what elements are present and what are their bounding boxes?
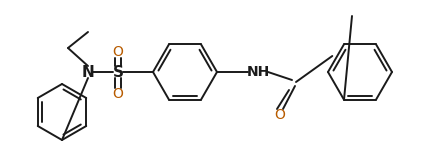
Text: O: O	[112, 87, 123, 101]
Text: N: N	[81, 65, 94, 79]
Text: O: O	[274, 108, 285, 122]
Text: S: S	[112, 65, 123, 79]
Text: NH: NH	[246, 65, 269, 79]
Text: O: O	[112, 45, 123, 59]
